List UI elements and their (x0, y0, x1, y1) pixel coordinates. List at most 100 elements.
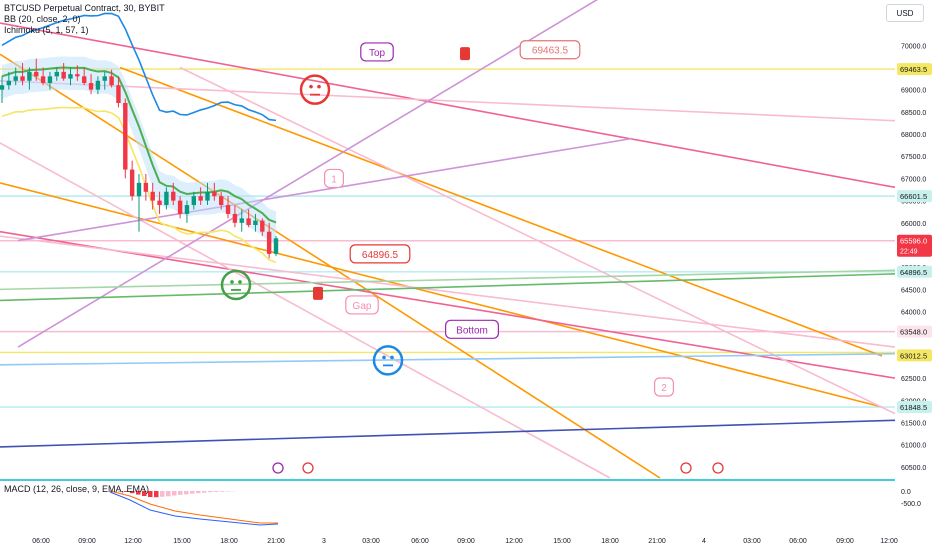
candle-body (0, 85, 4, 89)
macd-indicator-label[interactable]: MACD (12, 26, close, 9, EMA, EMA) (4, 484, 149, 494)
y-tick-label: 64000.0 (901, 310, 926, 317)
face-eye (382, 356, 386, 360)
candle-body (27, 72, 31, 81)
y-tick-label: 62500.0 (901, 376, 926, 383)
price-badge-label: 69463.5 (900, 65, 927, 74)
price-badge-label: 65596.0 (900, 237, 927, 246)
candle-body (137, 183, 141, 196)
x-tick-label: 12:00 (880, 538, 898, 545)
macd-histogram-bar (160, 491, 165, 497)
x-tick-label: 3 (322, 538, 326, 545)
price-badge-label: 61848.5 (900, 403, 927, 412)
price-badge-label: 66601.5 (900, 192, 927, 201)
candle-body (96, 81, 100, 90)
macd-histogram-bar (172, 491, 177, 496)
macd-histogram-bar (154, 491, 159, 497)
face-eye (309, 85, 313, 89)
macd-tick-label: -500.0 (901, 501, 921, 508)
x-tick-label: 06:00 (411, 538, 429, 545)
symbol-title[interactable]: BTCUSD Perpetual Contract, 30, BYBIT (4, 3, 165, 14)
x-tick-label: 18:00 (220, 538, 238, 545)
macd-histogram-bar (220, 491, 225, 492)
candle-body (82, 76, 86, 83)
annotation-label: 69463.5 (532, 46, 569, 57)
price-badge-label: 64896.5 (900, 268, 927, 277)
currency-selector-button[interactable]: USD (886, 4, 924, 22)
candle-body (219, 196, 223, 205)
candle-body (109, 76, 113, 85)
candle-body (171, 192, 175, 201)
candle-body (192, 196, 196, 205)
macd-histogram-bar (166, 491, 171, 496)
annotation-label: 1 (331, 174, 337, 185)
candle-body (157, 201, 161, 205)
annotation-label: Gap (353, 301, 372, 312)
macd-histogram-bar (178, 491, 183, 495)
candle-body (48, 76, 52, 83)
y-tick-label: 69000.0 (901, 88, 926, 95)
candle-body (7, 81, 11, 85)
event-marker-icon (273, 463, 283, 473)
x-tick-label: 06:00 (32, 538, 50, 545)
y-tick-label: 68000.0 (901, 132, 926, 139)
x-tick-label: 09:00 (836, 538, 854, 545)
candle-body (151, 192, 155, 201)
event-marker-icon (713, 463, 723, 473)
candle-body (55, 72, 59, 76)
x-tick-label: 03:00 (743, 538, 761, 545)
candle-body (123, 103, 127, 170)
x-tick-label: 4 (702, 538, 706, 545)
annotation-label: 2 (661, 383, 667, 394)
x-tick-label: 21:00 (267, 538, 285, 545)
candle-body (205, 192, 209, 201)
y-tick-label: 67500.0 (901, 154, 926, 161)
candle-body (226, 205, 230, 214)
y-tick-label: 66000.0 (901, 221, 926, 228)
face-eye (317, 85, 321, 89)
x-tick-label: 12:00 (124, 538, 142, 545)
candle-body (198, 196, 202, 200)
y-tick-label: 70000.0 (901, 43, 926, 50)
macd-histogram-bar (214, 491, 219, 492)
y-tick-label: 68500.0 (901, 110, 926, 117)
candle-body (68, 74, 72, 78)
macd-histogram-bar (208, 491, 213, 492)
candle-body (89, 83, 93, 90)
x-tick-label: 12:00 (505, 538, 523, 545)
candle-body (240, 218, 244, 222)
candle-body (178, 201, 182, 214)
candle-body (34, 72, 38, 76)
chart-legend: BTCUSD Perpetual Contract, 30, BYBIT BB … (4, 3, 165, 36)
bb-indicator-label[interactable]: BB (20, close, 2, 0) (4, 14, 165, 25)
candle-body (260, 221, 264, 232)
pointing-hand-icon (313, 287, 323, 300)
candle-body (212, 192, 216, 196)
candle-body (41, 76, 45, 83)
candle-body (14, 76, 18, 80)
macd-histogram-bar (202, 491, 207, 493)
face-eye (230, 280, 234, 284)
candle-body (61, 72, 65, 79)
candle-body (164, 192, 168, 205)
macd-histogram-bar (196, 491, 201, 493)
event-marker-icon (681, 463, 691, 473)
annotation-label: Top (369, 48, 386, 59)
candle-body (130, 170, 134, 197)
x-tick-label: 15:00 (173, 538, 191, 545)
candle-body (116, 85, 120, 103)
pointing-hand-icon (460, 47, 470, 60)
face-eye (238, 280, 242, 284)
annotation-label: Bottom (456, 325, 488, 336)
candle-body (185, 205, 189, 214)
candle-body (103, 76, 107, 80)
ichimoku-indicator-label[interactable]: Ichimoku (5, 1, 57, 1) (4, 25, 165, 36)
candle-body (20, 76, 24, 80)
y-tick-label: 64500.0 (901, 287, 926, 294)
candle-body (267, 232, 271, 254)
price-badge-label: 63548.0 (900, 328, 927, 337)
x-tick-label: 06:00 (789, 538, 807, 545)
annotation-label: 64896.5 (362, 250, 399, 261)
face-eye (390, 356, 394, 360)
